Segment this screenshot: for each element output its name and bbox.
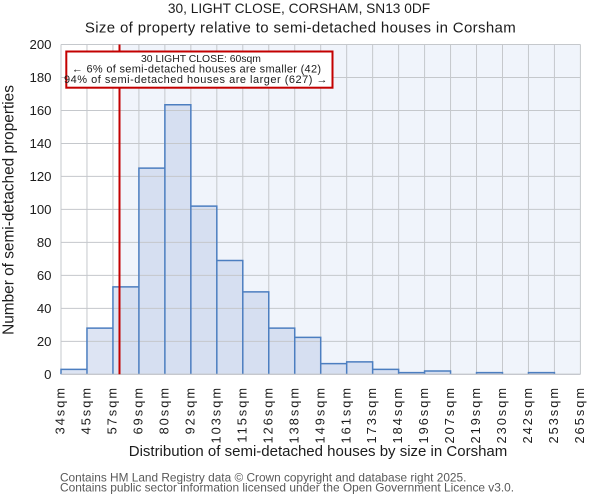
svg-text:80sqm: 80sqm bbox=[156, 386, 171, 434]
svg-text:160: 160 bbox=[29, 103, 51, 118]
svg-text:196sqm: 196sqm bbox=[416, 386, 431, 444]
svg-text:0: 0 bbox=[44, 367, 51, 382]
svg-text:230sqm: 230sqm bbox=[494, 386, 509, 444]
svg-text:100: 100 bbox=[29, 202, 51, 217]
svg-text:200: 200 bbox=[29, 37, 51, 52]
svg-text:161sqm: 161sqm bbox=[338, 386, 353, 444]
svg-text:126sqm: 126sqm bbox=[260, 386, 275, 444]
svg-text:242sqm: 242sqm bbox=[520, 386, 535, 444]
svg-text:207sqm: 207sqm bbox=[442, 386, 457, 444]
svg-text:← 6% of semi-detached houses a: ← 6% of semi-detached houses are smaller… bbox=[72, 64, 322, 76]
svg-text:Distribution of semi-detached: Distribution of semi-detached houses by … bbox=[129, 443, 508, 460]
svg-text:184sqm: 184sqm bbox=[390, 386, 405, 444]
svg-text:219sqm: 219sqm bbox=[468, 386, 483, 444]
svg-text:30, LIGHT CLOSE, CORSHAM, SN13: 30, LIGHT CLOSE, CORSHAM, SN13 0DF bbox=[168, 1, 430, 16]
svg-text:173sqm: 173sqm bbox=[364, 386, 379, 444]
svg-text:140: 140 bbox=[29, 136, 51, 151]
svg-text:120: 120 bbox=[29, 169, 51, 184]
svg-text:94% of semi-detached houses ar: 94% of semi-detached houses are larger (… bbox=[64, 74, 328, 86]
svg-text:40: 40 bbox=[37, 301, 52, 316]
svg-text:Number of semi-detached proper: Number of semi-detached properties bbox=[1, 85, 18, 335]
svg-text:103sqm: 103sqm bbox=[208, 386, 223, 444]
svg-text:30 LIGHT CLOSE: 60sqm: 30 LIGHT CLOSE: 60sqm bbox=[141, 54, 261, 65]
svg-text:20: 20 bbox=[37, 334, 52, 349]
svg-text:69sqm: 69sqm bbox=[131, 386, 146, 434]
svg-text:253sqm: 253sqm bbox=[546, 386, 561, 444]
svg-text:45sqm: 45sqm bbox=[79, 386, 94, 434]
svg-text:60: 60 bbox=[37, 268, 52, 283]
svg-text:Contains HM Land Registry data: Contains HM Land Registry data © Crown c… bbox=[60, 471, 466, 485]
svg-text:57sqm: 57sqm bbox=[105, 386, 120, 434]
svg-text:180: 180 bbox=[29, 70, 51, 85]
svg-text:149sqm: 149sqm bbox=[312, 386, 327, 444]
svg-text:138sqm: 138sqm bbox=[286, 386, 301, 444]
svg-text:Size of property relative to s: Size of property relative to semi-detach… bbox=[85, 20, 516, 37]
svg-text:34sqm: 34sqm bbox=[53, 386, 68, 434]
svg-text:Contains public sector informa: Contains public sector information licen… bbox=[60, 481, 514, 495]
svg-text:80: 80 bbox=[37, 235, 52, 250]
svg-text:92sqm: 92sqm bbox=[182, 386, 197, 434]
svg-text:115sqm: 115sqm bbox=[234, 386, 249, 443]
svg-text:265sqm: 265sqm bbox=[572, 386, 587, 444]
